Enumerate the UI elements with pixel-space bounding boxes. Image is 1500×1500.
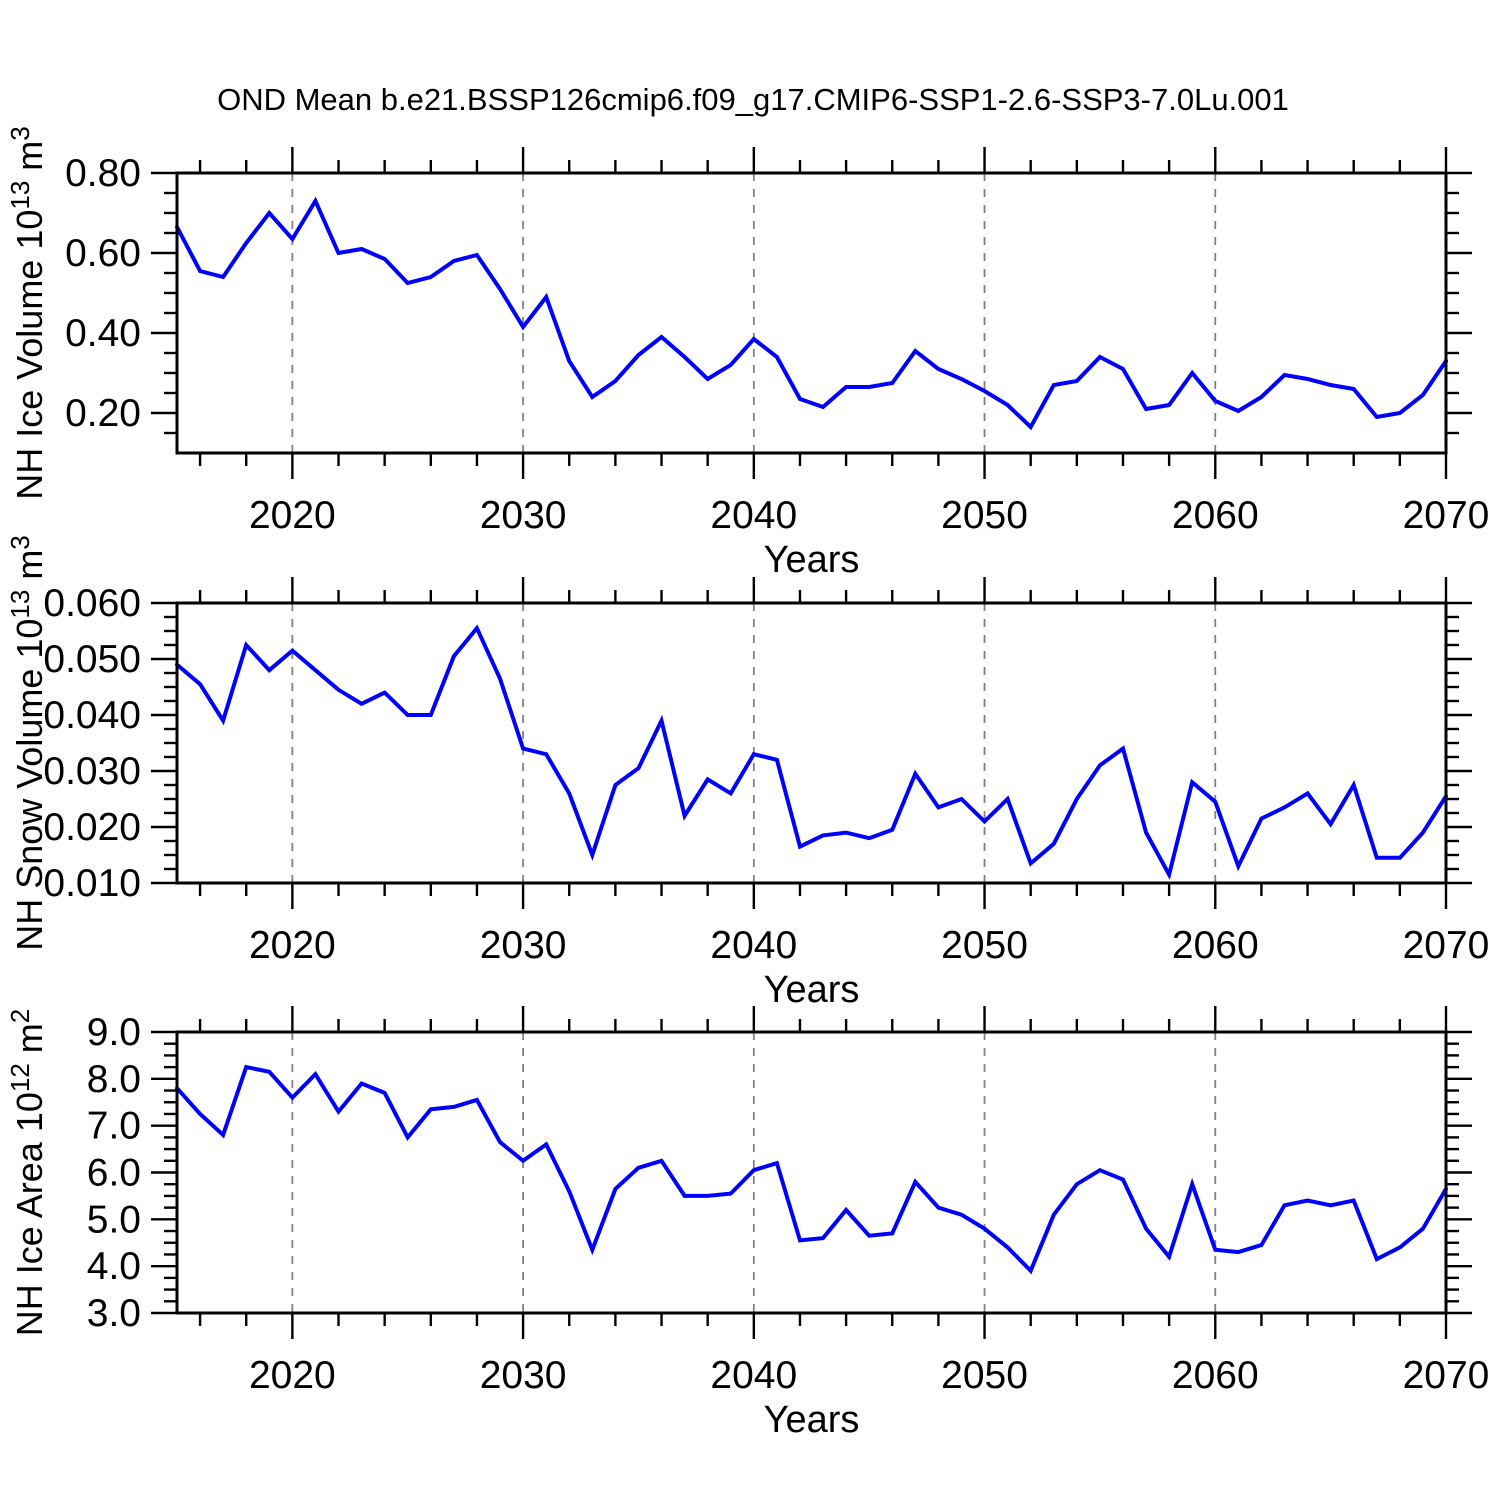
figure-title: OND Mean b.e21.BSSP126cmip6.f09_g17.CMIP… (217, 82, 1289, 117)
axis-ticks (151, 147, 1472, 479)
x-tick-label-2030: 2030 (480, 1354, 567, 1397)
y-tick-label-7.0: 7.0 (87, 1105, 141, 1148)
y-tick-label-0.020: 0.020 (43, 806, 141, 849)
y-axis-title: NH Snow Volume 1013 m3 (5, 535, 50, 951)
y-tick-label-4.0: 4.0 (87, 1245, 141, 1288)
x-tick-label-2060: 2060 (1172, 924, 1259, 967)
x-tick-label-2070: 2070 (1403, 1354, 1490, 1397)
panel-nh-ice-area: 2020 2030 2040 2050 2060 2070 3.04.05.06.07.08… (5, 1006, 1489, 1441)
y-tick-label-0.40: 0.40 (65, 312, 141, 355)
y-tick-label-8.0: 8.0 (87, 1058, 141, 1101)
x-tick-labels: 2020 2030 2040 2050 2060 2070 (249, 924, 1489, 967)
x-tick-label-2050: 2050 (941, 494, 1028, 537)
x-tick-label-2040: 2040 (710, 924, 797, 967)
y-tick-label-6.0: 6.0 (87, 1152, 141, 1195)
x-axis-title: Years (764, 969, 860, 1011)
x-axis-title: Years (764, 539, 860, 581)
nh-ice-area-data-line (175, 1064, 1448, 1275)
x-tick-label-2020: 2020 (249, 1354, 336, 1397)
x-tick-label-2070: 2070 (1403, 494, 1490, 537)
y-tick-label-0.010: 0.010 (43, 862, 141, 905)
y-tick-labels: 3.04.05.06.07.08.09.0 (87, 1011, 141, 1335)
y-tick-labels: 0.010 0.020 0.030 0.040 0.050 0.060 (43, 582, 141, 905)
axis-ticks (151, 577, 1472, 909)
axis-ticks (151, 1006, 1472, 1339)
x-tick-label-2050: 2050 (941, 924, 1028, 967)
nh-ice-volume-data-line (175, 196, 1448, 431)
decade-gridlines (291, 173, 1217, 453)
y-axis-title: NH Ice Volume 1013 m3 (5, 126, 50, 500)
plot-frame (175, 1030, 1448, 1315)
x-axis-title: Years (764, 1399, 860, 1441)
plot-frame (175, 171, 1448, 455)
decade-gridlines (291, 603, 1217, 883)
x-tick-label-2030: 2030 (480, 924, 567, 967)
panel-nh-ice-volume: 2020 2030 2040 2050 2060 2070 0.20 0.40 0.60 0.80… (5, 126, 1489, 581)
x-tick-label-2060: 2060 (1172, 494, 1259, 537)
y-tick-label-0.040: 0.040 (43, 694, 141, 737)
x-tick-label-2030: 2030 (480, 494, 567, 537)
x-tick-label-2070: 2070 (1403, 924, 1490, 967)
y-axis-title: NH Ice Area 1012 m2 (5, 1009, 50, 1337)
x-tick-labels: 2020 2030 2040 2050 2060 2070 (249, 1354, 1489, 1397)
x-tick-label-2060: 2060 (1172, 1354, 1259, 1397)
y-tick-label-0.030: 0.030 (43, 750, 141, 793)
y-tick-label-5.0: 5.0 (87, 1198, 141, 1241)
x-tick-labels: 2020 2030 2040 2050 2060 2070 (249, 494, 1489, 537)
y-tick-labels: 0.20 0.40 0.60 0.80 (65, 152, 141, 435)
y-tick-label-0.050: 0.050 (43, 638, 141, 681)
x-tick-label-2020: 2020 (249, 494, 336, 537)
y-tick-label-3.0: 3.0 (87, 1292, 141, 1335)
y-tick-label-9.0: 9.0 (87, 1011, 141, 1054)
x-tick-label-2040: 2040 (710, 494, 797, 537)
panel-nh-snow-volume: 2020 2030 2040 2050 2060 20700.0100.0200.0300… (5, 535, 1489, 1011)
y-tick-label-0.60: 0.60 (65, 232, 141, 275)
y-tick-label-0.060: 0.060 (43, 582, 141, 625)
nh-snow-volume-data-line (175, 624, 1448, 881)
y-tick-label-0.80: 0.80 (65, 152, 141, 195)
x-tick-label-2050: 2050 (941, 1354, 1028, 1397)
y-tick-label-0.20: 0.20 (65, 392, 141, 435)
x-tick-label-2020: 2020 (249, 924, 336, 967)
x-tick-label-2040: 2040 (710, 1354, 797, 1397)
